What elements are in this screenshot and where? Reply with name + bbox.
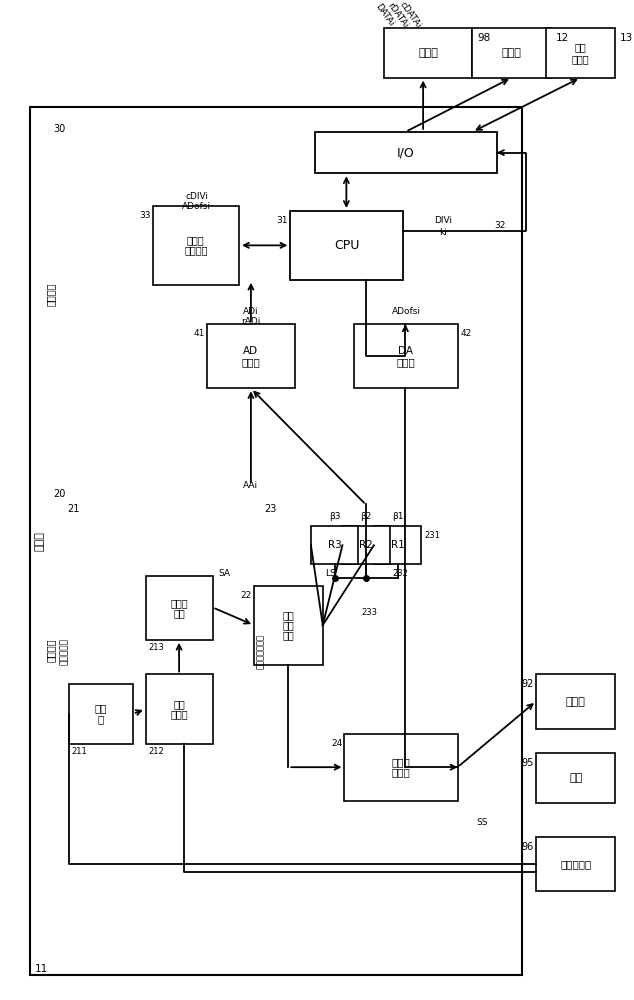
Text: 转换器: 转换器 — [242, 357, 261, 367]
Bar — [536, 674, 615, 729]
Text: 整流器: 整流器 — [171, 709, 188, 719]
Text: rADi: rADi — [241, 317, 261, 326]
Text: 运算器: 运算器 — [501, 48, 522, 58]
Text: 滤波器: 滤波器 — [171, 598, 188, 608]
Text: cDATAi: cDATAi — [398, 0, 422, 31]
Text: R1: R1 — [391, 540, 404, 550]
Text: 位移传感器: 位移传感器 — [560, 859, 592, 869]
Text: 工件: 工件 — [569, 773, 582, 783]
Bar — [472, 28, 551, 78]
Text: 32: 32 — [494, 221, 505, 230]
Bar — [69, 684, 133, 744]
Bar — [254, 586, 323, 665]
Text: 30: 30 — [53, 124, 65, 134]
Text: 21: 21 — [68, 504, 80, 514]
Text: 213: 213 — [148, 643, 164, 652]
Text: CPU: CPU — [334, 239, 359, 252]
Bar — [374, 526, 421, 564]
Text: β2: β2 — [360, 512, 372, 521]
Text: 制电路: 制电路 — [392, 768, 410, 778]
Text: DATAi: DATAi — [374, 2, 396, 29]
Text: ADofsi: ADofsi — [392, 307, 421, 316]
Bar — [536, 753, 615, 803]
Bar — [146, 674, 212, 744]
Text: 控制器: 控制器 — [34, 531, 44, 551]
Bar — [354, 324, 458, 388]
Text: 232: 232 — [392, 569, 408, 578]
Text: 电路: 电路 — [173, 608, 185, 618]
Text: 传感器电路: 传感器电路 — [60, 638, 68, 665]
Bar — [344, 734, 458, 801]
Text: 31: 31 — [276, 216, 287, 225]
Text: 24: 24 — [331, 739, 342, 748]
Bar — [251, 497, 448, 808]
Text: ADi: ADi — [243, 307, 259, 316]
Bar — [342, 526, 390, 564]
Text: LS: LS — [325, 569, 336, 578]
Text: 电平: 电平 — [282, 610, 294, 620]
Bar — [41, 482, 514, 818]
Text: 96: 96 — [521, 842, 533, 852]
Text: 12: 12 — [556, 33, 569, 43]
Text: ki: ki — [439, 228, 447, 237]
Text: 42: 42 — [460, 329, 472, 338]
Text: 驱动控: 驱动控 — [392, 757, 410, 767]
Bar — [54, 497, 241, 808]
Text: 20: 20 — [53, 489, 65, 499]
Text: 显示器: 显示器 — [418, 48, 438, 58]
Bar — [207, 324, 295, 388]
Text: rDATAi: rDATAi — [385, 1, 410, 30]
Text: 器: 器 — [98, 714, 104, 724]
Text: 212: 212 — [148, 747, 164, 756]
Text: 模拟电路: 模拟电路 — [46, 638, 56, 662]
Text: 同步: 同步 — [173, 699, 185, 709]
Text: 转换器: 转换器 — [396, 357, 415, 367]
Text: 233: 233 — [361, 608, 377, 617]
Bar — [536, 837, 615, 891]
Text: 23: 23 — [264, 504, 277, 514]
Text: 231: 231 — [424, 531, 440, 540]
Bar — [311, 526, 358, 564]
Bar — [546, 28, 615, 78]
Text: 性存储器: 性存储器 — [184, 245, 207, 255]
Text: β1: β1 — [392, 512, 403, 521]
Text: 95: 95 — [521, 758, 533, 768]
Bar — [315, 132, 497, 173]
Text: I/O: I/O — [397, 146, 415, 159]
Text: 量程放大器电路: 量程放大器电路 — [256, 634, 265, 669]
Text: 非易失: 非易失 — [187, 235, 205, 245]
Text: 外部
存储器: 外部 存储器 — [572, 42, 590, 64]
Text: SA: SA — [218, 569, 230, 578]
Bar — [384, 28, 472, 78]
Text: R3: R3 — [328, 540, 342, 550]
Text: 11: 11 — [34, 964, 48, 974]
Text: 放大: 放大 — [94, 704, 107, 714]
Text: 电路: 电路 — [282, 630, 294, 640]
Text: AAi: AAi — [243, 481, 259, 490]
Text: 92: 92 — [521, 679, 533, 689]
Bar — [30, 107, 522, 975]
Text: R2: R2 — [359, 540, 373, 550]
Text: cDIVi: cDIVi — [185, 192, 209, 201]
Bar — [146, 576, 212, 640]
Text: 13: 13 — [620, 33, 633, 43]
Text: β3: β3 — [329, 512, 340, 521]
Text: DA: DA — [398, 346, 413, 356]
Text: SS: SS — [476, 818, 488, 827]
Text: DIVi: DIVi — [434, 216, 452, 225]
Bar — [41, 117, 514, 472]
Text: ADofsi: ADofsi — [183, 202, 211, 211]
Text: 41: 41 — [193, 329, 205, 338]
Text: 98: 98 — [477, 33, 491, 43]
Text: AD: AD — [243, 346, 259, 356]
Text: 22: 22 — [241, 591, 252, 600]
Text: 移位: 移位 — [282, 620, 294, 630]
Text: 驱动器: 驱动器 — [566, 697, 586, 707]
Text: 数字电路: 数字电路 — [46, 283, 56, 306]
Bar — [153, 206, 239, 285]
Bar — [290, 211, 403, 280]
Text: 33: 33 — [139, 211, 150, 220]
Text: 211: 211 — [72, 747, 87, 756]
